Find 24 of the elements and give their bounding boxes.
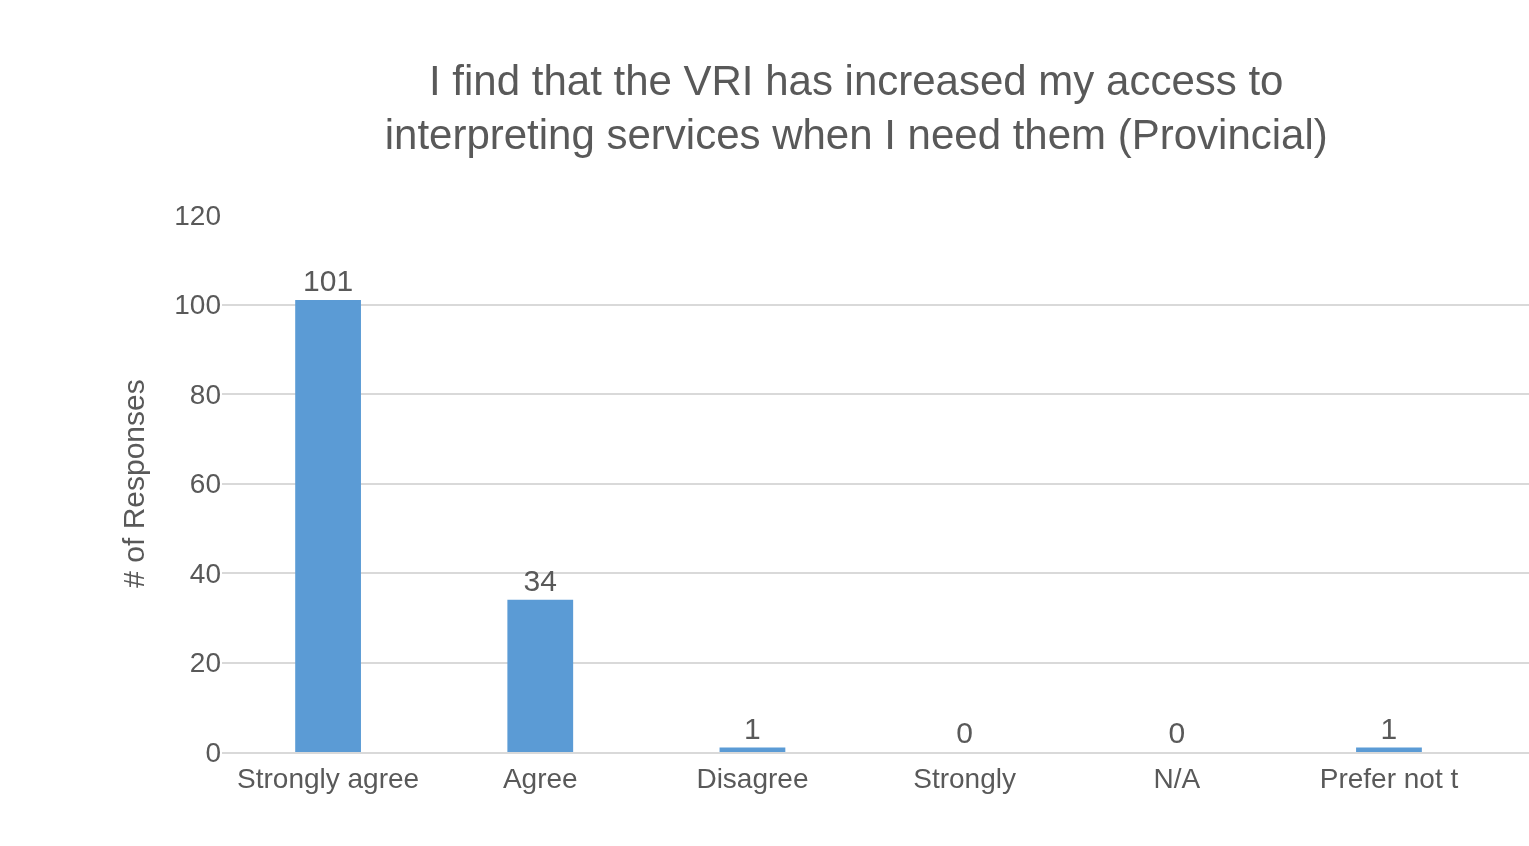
data-label: 34 bbox=[523, 563, 557, 597]
x-tick-label: Strongly bbox=[913, 762, 1016, 794]
y-axis-title: # of Responses bbox=[117, 379, 151, 588]
y-tick-label: 120 bbox=[174, 199, 221, 231]
bar bbox=[295, 300, 361, 752]
y-tick-label: 40 bbox=[189, 557, 221, 589]
bar bbox=[1356, 747, 1422, 752]
x-tick-label: Disagree bbox=[696, 762, 809, 794]
x-tick-label: Strongly agree bbox=[237, 762, 420, 794]
data-label: 0 bbox=[1168, 716, 1186, 749]
data-label: 1 bbox=[1380, 711, 1398, 745]
x-tick-label: N/A bbox=[1153, 762, 1201, 794]
y-tick-label: 0 bbox=[205, 736, 221, 768]
data-label: 1 bbox=[744, 711, 761, 745]
x-tick-label: Prefer not t bbox=[1319, 762, 1459, 794]
chart-title: I find that the VRI has increased my access to interpreting services when I need them (Provincial) bbox=[384, 56, 1328, 159]
data-label: 101 bbox=[303, 264, 354, 298]
y-tick-label: 100 bbox=[174, 289, 221, 321]
y-tick-label: 80 bbox=[189, 378, 221, 410]
y-tick-label: 20 bbox=[189, 647, 221, 679]
x-tick-label: Agree bbox=[502, 762, 578, 794]
data-label: 0 bbox=[956, 716, 973, 749]
y-tick-label: 60 bbox=[189, 468, 221, 500]
bar bbox=[507, 599, 574, 752]
